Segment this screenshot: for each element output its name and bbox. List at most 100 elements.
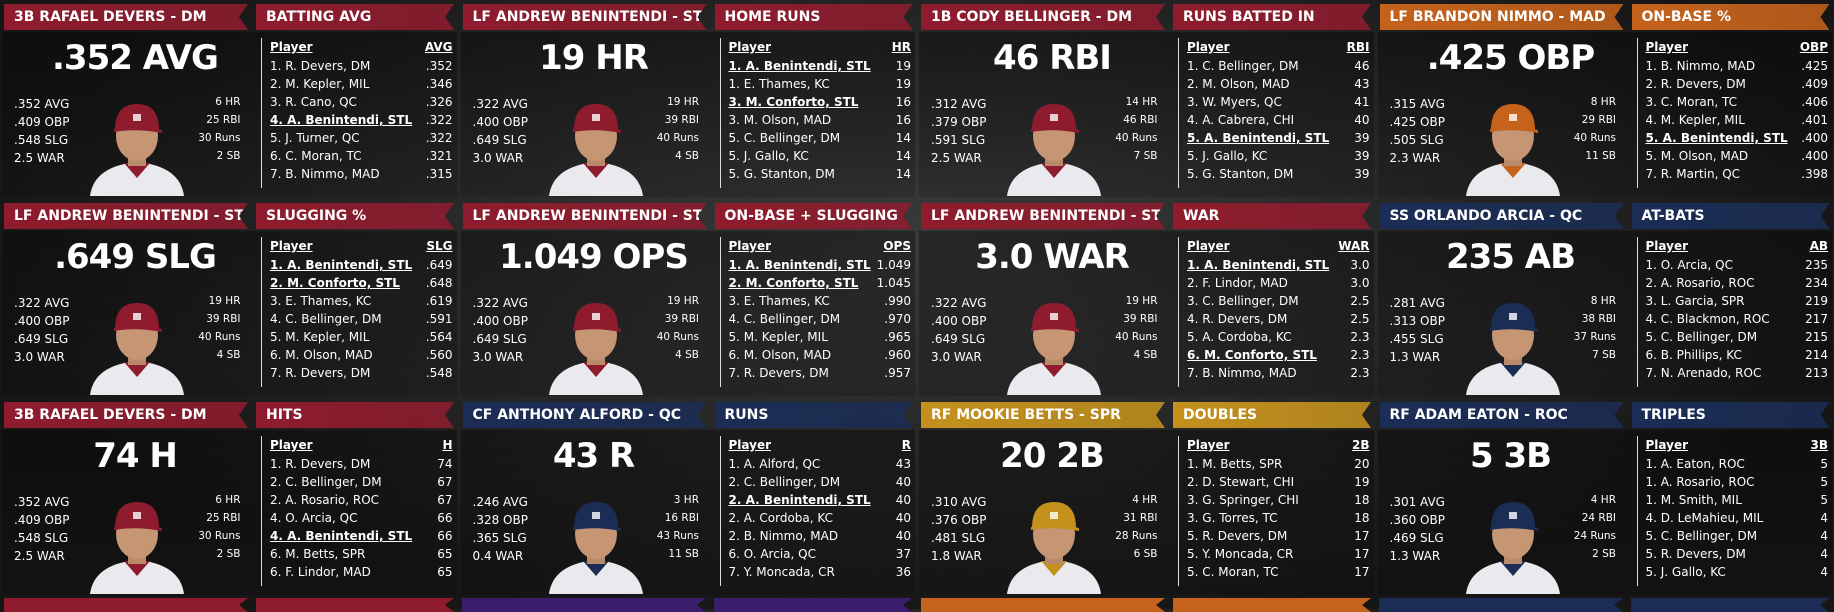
counting-stat: 24 Runs xyxy=(1574,530,1616,542)
cap-logo xyxy=(1509,313,1517,320)
slash-stat: .315 AVG xyxy=(1390,97,1445,111)
row-player: 1. M. Betts, SPR xyxy=(1187,457,1282,471)
counting-stat: 8 HR xyxy=(1591,295,1616,307)
slash-stat: .352 AVG xyxy=(14,97,69,111)
row-value: 214 xyxy=(1805,348,1828,362)
row-value: .398 xyxy=(1801,167,1828,181)
stat-header: RUNS xyxy=(715,402,913,428)
row-player: 1. A. Alford, QC xyxy=(729,457,821,471)
row-player: 1. R. Devers, DM xyxy=(270,59,370,73)
header-bar xyxy=(714,598,912,612)
row-value: .965 xyxy=(884,330,911,344)
header-bar xyxy=(1631,598,1829,612)
headline-stat: 19 HR xyxy=(459,38,729,78)
row-player: 3. W. Myers, QC xyxy=(1187,95,1282,109)
divider xyxy=(1637,436,1638,586)
row-value: .560 xyxy=(426,348,453,362)
slash-stat: .322 AVG xyxy=(931,296,986,310)
column-header: AVG xyxy=(425,40,453,54)
row-player: 4. A. Benintendi, STL xyxy=(270,113,412,127)
column-header: Player xyxy=(1646,239,1689,253)
row-value: .649 xyxy=(426,258,453,272)
slash-stat: .591 SLG xyxy=(931,133,985,147)
headline-stat: 43 R xyxy=(459,436,729,476)
stat-header: ON-BASE + SLUGGING xyxy=(715,203,913,229)
counting-stat: 6 HR xyxy=(215,494,240,506)
counting-stat: 3 HR xyxy=(674,494,699,506)
column-header: Player xyxy=(270,239,313,253)
counting-stat: 40 Runs xyxy=(1115,331,1157,343)
row-player: 1. O. Arcia, QC xyxy=(1646,258,1733,272)
column-header: HR xyxy=(892,40,911,54)
slash-stat: 3.0 WAR xyxy=(473,350,524,364)
counting-stat: 40 Runs xyxy=(1574,132,1616,144)
column-header: Player xyxy=(729,40,772,54)
column-header: 2B xyxy=(1352,438,1370,452)
counting-stat: 39 RBI xyxy=(206,313,240,325)
row-value: 2.3 xyxy=(1350,348,1369,362)
row-value: 17 xyxy=(1354,529,1369,543)
row-player: 2. A. Rosario, ROC xyxy=(270,493,379,507)
slash-stat: .649 SLG xyxy=(931,332,985,346)
row-value: 217 xyxy=(1805,312,1828,326)
row-player: 3. G. Torres, TC xyxy=(1187,511,1278,525)
row-value: 4 xyxy=(1820,511,1828,525)
slash-stat: 2.3 WAR xyxy=(1390,151,1441,165)
counting-stat: 19 HR xyxy=(667,96,699,108)
row-value: 17 xyxy=(1354,565,1369,579)
row-value: 3.0 xyxy=(1350,258,1369,272)
row-value: 39 xyxy=(1354,167,1369,181)
headline-stat: 46 RBI xyxy=(917,38,1187,78)
cap-logo xyxy=(133,313,141,320)
header-bar xyxy=(256,598,454,612)
row-value: 41 xyxy=(1354,95,1369,109)
column-header: AB xyxy=(1810,239,1828,253)
header-bar xyxy=(4,598,248,612)
row-player: 2. D. Stewart, CHI xyxy=(1187,475,1294,489)
headline-stat: 5 3B xyxy=(1376,436,1646,476)
row-value: .591 xyxy=(426,312,453,326)
player-portrait xyxy=(541,490,651,594)
row-player: 5. R. Devers, DM xyxy=(1187,529,1287,543)
row-value: 18 xyxy=(1354,511,1369,525)
counting-stat: 4 SB xyxy=(675,349,699,361)
row-player: 7. R. Devers, DM xyxy=(729,366,829,380)
slash-stat: .548 SLG xyxy=(14,133,68,147)
player-header: CF ANTHONY ALFORD - QC xyxy=(463,402,707,428)
row-value: 5 xyxy=(1820,493,1828,507)
headline-stat: 20 2B xyxy=(917,436,1187,476)
row-player: 6. M. Conforto, STL xyxy=(1187,348,1317,362)
row-player: 4. C. Bellinger, DM xyxy=(729,312,841,326)
row-player: 5. C. Bellinger, DM xyxy=(729,131,841,145)
row-player: 6. C. Moran, TC xyxy=(270,149,362,163)
row-player: 5. M. Olson, MAD xyxy=(1646,149,1749,163)
stat-header: RUNS BATTED IN xyxy=(1173,4,1371,30)
column-header: Player xyxy=(729,438,772,452)
row-player: 3. L. Garcia, SPR xyxy=(1646,294,1745,308)
counting-stat: 11 SB xyxy=(1585,150,1616,162)
player-portrait xyxy=(1458,490,1568,594)
row-value: 74 xyxy=(437,457,452,471)
row-value: 234 xyxy=(1805,276,1828,290)
row-value: 66 xyxy=(437,511,452,525)
row-player: 5. J. Turner, QC xyxy=(270,131,360,145)
row-player: 1. E. Thames, KC xyxy=(729,77,830,91)
row-value: .322 xyxy=(426,113,453,127)
slash-stat: 3.0 WAR xyxy=(473,151,524,165)
player-header: RF MOOKIE BETTS - SPR xyxy=(921,402,1165,428)
row-value: 3.0 xyxy=(1350,276,1369,290)
row-player: 7. N. Arenado, ROC xyxy=(1646,366,1762,380)
row-value: 14 xyxy=(896,149,911,163)
row-player: 4. M. Kepler, MIL xyxy=(1646,113,1745,127)
row-player: 2. R. Devers, DM xyxy=(1646,77,1746,91)
divider xyxy=(720,436,721,586)
row-value: 40 xyxy=(896,475,911,489)
stat-header: DOUBLES xyxy=(1173,402,1371,428)
headline-stat: .649 SLG xyxy=(0,237,270,277)
counting-stat: 19 HR xyxy=(667,295,699,307)
row-player: 3. C. Moran, TC xyxy=(1646,95,1738,109)
slash-stat: .469 SLG xyxy=(1390,531,1444,545)
